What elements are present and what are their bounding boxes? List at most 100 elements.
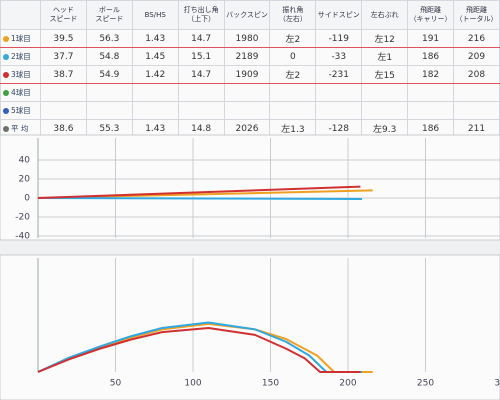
cell: 186 bbox=[407, 47, 455, 66]
cell: 208 bbox=[453, 65, 500, 84]
row-label-text: 4球目 bbox=[11, 88, 31, 97]
cell bbox=[223, 83, 271, 102]
column-header: サイドスピン bbox=[315, 0, 363, 30]
header-text: ヘッド bbox=[52, 6, 74, 14]
cell: -119 bbox=[315, 29, 363, 48]
cell: -231 bbox=[315, 65, 363, 84]
header-text: BS/HS bbox=[144, 10, 166, 19]
cell bbox=[40, 83, 87, 102]
cell: 56.3 bbox=[85, 29, 133, 48]
column-header: 振れ角 （左右） bbox=[269, 0, 317, 30]
cell: 左12 bbox=[361, 29, 409, 48]
cell: 1.43 bbox=[131, 29, 179, 48]
corner-cell bbox=[0, 0, 41, 30]
cell: 左15 bbox=[361, 65, 409, 84]
shot-row: 1球目 39.5 56.3 1.43 14.7 1980 左2 -119 左12 191 216 bbox=[0, 29, 500, 48]
cell bbox=[361, 83, 409, 102]
header-text: バックスピン bbox=[226, 10, 268, 19]
header-text: 飛距離 bbox=[420, 6, 442, 14]
cell bbox=[177, 101, 225, 120]
cell: 左2 bbox=[269, 65, 317, 84]
row-marker bbox=[3, 36, 9, 42]
cell bbox=[269, 83, 317, 102]
column-header: 飛距離 （キャリー） bbox=[407, 0, 455, 30]
header-text: サイドスピン bbox=[317, 10, 360, 19]
cell: 191 bbox=[407, 29, 455, 48]
cell bbox=[131, 83, 179, 102]
row-marker bbox=[3, 108, 9, 114]
trajectory-line bbox=[37, 185, 361, 199]
header-text: （上下） bbox=[187, 15, 216, 23]
header-text: スピード bbox=[95, 15, 124, 23]
row-label-text: 5球目 bbox=[11, 106, 31, 115]
shot-row: 3球目 38.7 54.9 1.42 14.7 1909 左2 -231 左15 182 208 bbox=[0, 65, 500, 84]
cell bbox=[131, 101, 179, 120]
x-tick-label: 100 bbox=[184, 379, 201, 389]
height-panel bbox=[0, 254, 500, 400]
y-tick-label: 40 bbox=[19, 156, 31, 166]
cell bbox=[453, 101, 500, 120]
cell: 182 bbox=[407, 65, 455, 84]
cell bbox=[85, 101, 133, 120]
header-text: スピード bbox=[49, 15, 78, 23]
column-header: 打ち出し角 （上下） bbox=[177, 0, 225, 30]
x-tick-label: 50 bbox=[110, 379, 122, 389]
row-label-text: 2球目 bbox=[11, 52, 31, 61]
cell: 1.42 bbox=[131, 65, 179, 84]
cell: 2189 bbox=[223, 47, 271, 66]
trajectory-line bbox=[37, 327, 361, 373]
row-marker bbox=[3, 72, 9, 78]
y-tick-label: -20 bbox=[15, 213, 30, 223]
header-text: （左右） bbox=[278, 15, 307, 23]
x-tick-label: 300 bbox=[494, 379, 500, 389]
column-header: バックスピン bbox=[223, 0, 271, 30]
y-tick-label: 20 bbox=[19, 175, 31, 185]
cell: 37.7 bbox=[40, 47, 87, 66]
cell bbox=[315, 101, 363, 120]
header-text: ボール bbox=[98, 6, 120, 14]
x-tick-label: 250 bbox=[417, 379, 434, 389]
cell: 54.9 bbox=[85, 65, 133, 84]
cell: 209 bbox=[453, 47, 500, 66]
lateral-panel bbox=[0, 134, 500, 241]
cell bbox=[85, 83, 133, 102]
row-label-text: 3球目 bbox=[11, 70, 31, 79]
cell: 14.7 bbox=[177, 29, 225, 48]
cell: 54.8 bbox=[85, 47, 133, 66]
header-text: 左右ぶれ bbox=[370, 10, 399, 19]
cell: 左2 bbox=[269, 29, 317, 48]
cell: 1909 bbox=[223, 65, 271, 84]
cell bbox=[177, 83, 225, 102]
column-header: BS/HS bbox=[131, 0, 179, 30]
shot-row: 4球目 bbox=[0, 83, 500, 102]
shot-table: ヘッド スピード ボール スピード BS/HS 打ち出し角 （上下） バックスピン 振れ角 （左右… bbox=[0, 0, 500, 138]
row-label-text: 平 均 bbox=[11, 124, 29, 133]
cell bbox=[407, 83, 455, 102]
trajectory-line bbox=[37, 197, 362, 200]
column-header: ヘッド スピード bbox=[40, 0, 87, 30]
header-text: 飛距離 bbox=[466, 6, 487, 14]
column-header: ボール スピード bbox=[85, 0, 133, 30]
cell: 216 bbox=[453, 29, 500, 48]
row-label: 3球目 bbox=[0, 65, 41, 84]
column-header: 左右ぶれ bbox=[361, 0, 409, 30]
row-marker bbox=[3, 90, 9, 96]
cell: 15.1 bbox=[177, 47, 225, 66]
cell: -33 bbox=[315, 47, 363, 66]
row-label: 4球目 bbox=[0, 83, 41, 102]
cell bbox=[453, 83, 500, 102]
cell bbox=[40, 101, 87, 120]
cell bbox=[315, 83, 363, 102]
cell: 39.5 bbox=[40, 29, 87, 48]
row-label: 1球目 bbox=[0, 29, 41, 48]
cell: 1.45 bbox=[131, 47, 179, 66]
cell bbox=[269, 101, 317, 120]
row-marker bbox=[3, 126, 9, 132]
cell: 14.7 bbox=[177, 65, 225, 84]
header-text: 振れ角 bbox=[282, 6, 304, 14]
cell: 左1 bbox=[361, 47, 409, 66]
shot-row: 2球目 37.7 54.8 1.45 15.1 2189 0 -33 左1 186 209 bbox=[0, 47, 500, 66]
column-header: 飛距離 （トータル） bbox=[453, 0, 500, 30]
